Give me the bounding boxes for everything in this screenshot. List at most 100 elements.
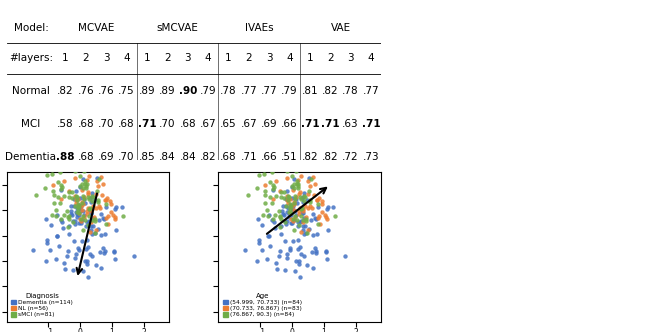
Point xyxy=(293,262,304,267)
Point xyxy=(86,220,96,225)
Point xyxy=(289,214,300,219)
Point xyxy=(56,217,66,223)
Point xyxy=(292,163,302,168)
Point xyxy=(74,210,84,216)
Point xyxy=(302,262,313,268)
Point xyxy=(289,185,300,191)
Point xyxy=(281,221,292,226)
Point xyxy=(95,206,106,211)
Point xyxy=(284,246,295,251)
Text: Model:: Model: xyxy=(13,23,48,33)
Text: 2: 2 xyxy=(327,53,333,63)
Point xyxy=(296,207,307,212)
Point xyxy=(285,212,296,217)
Point xyxy=(76,218,86,223)
Point xyxy=(285,203,296,208)
Point xyxy=(50,257,61,262)
Point xyxy=(288,218,298,223)
Point xyxy=(300,214,311,219)
Point xyxy=(111,205,121,210)
Point xyxy=(340,254,351,259)
Point xyxy=(88,203,98,208)
Point xyxy=(306,249,317,255)
Point xyxy=(79,194,90,200)
Point xyxy=(289,202,300,207)
Point xyxy=(282,210,293,215)
Text: .77: .77 xyxy=(363,86,379,96)
Point xyxy=(318,153,329,159)
Point xyxy=(288,201,299,206)
Point xyxy=(70,193,81,198)
Point xyxy=(67,189,78,194)
Text: .82: .82 xyxy=(57,86,74,96)
Point xyxy=(78,185,88,191)
Point xyxy=(70,221,80,226)
Point xyxy=(296,213,306,219)
Point xyxy=(66,212,76,217)
Point xyxy=(81,185,91,191)
Point xyxy=(86,210,96,215)
Point xyxy=(278,212,289,218)
Point xyxy=(284,204,295,209)
Point xyxy=(285,213,296,218)
Point xyxy=(305,197,316,202)
Point xyxy=(293,237,304,242)
Text: 4: 4 xyxy=(286,53,293,63)
Point xyxy=(85,207,95,212)
Text: VAE: VAE xyxy=(330,23,351,33)
Point xyxy=(267,217,278,223)
Point xyxy=(268,187,278,192)
Point xyxy=(285,210,296,216)
Point xyxy=(63,189,74,194)
Point xyxy=(76,203,86,208)
Point xyxy=(271,266,282,272)
Point xyxy=(286,208,297,213)
Point xyxy=(281,203,292,208)
Point xyxy=(298,198,309,204)
Point xyxy=(84,251,95,257)
Point xyxy=(52,180,63,185)
Point xyxy=(317,199,328,204)
Point xyxy=(243,192,253,198)
Point xyxy=(74,220,84,226)
Text: .76: .76 xyxy=(98,86,115,96)
Point xyxy=(86,209,97,214)
Point xyxy=(48,200,59,206)
Text: sMCVAE: sMCVAE xyxy=(156,23,198,33)
Text: .82: .82 xyxy=(322,152,339,162)
Point xyxy=(75,221,86,226)
Point xyxy=(81,246,91,251)
Point xyxy=(298,220,308,225)
Point xyxy=(260,182,271,188)
Text: Dementia: Dementia xyxy=(5,152,56,162)
Point xyxy=(298,194,309,199)
Point xyxy=(107,153,117,159)
Text: .72: .72 xyxy=(342,152,359,162)
Text: .69: .69 xyxy=(98,152,115,162)
Point xyxy=(310,216,321,221)
Text: .65: .65 xyxy=(220,119,237,129)
Point xyxy=(252,258,263,264)
Point xyxy=(239,248,250,253)
Point xyxy=(77,207,88,212)
Point xyxy=(75,173,86,179)
Point xyxy=(110,207,121,212)
Text: 2: 2 xyxy=(245,53,252,63)
Point xyxy=(262,257,272,262)
Point xyxy=(317,202,328,207)
Point xyxy=(262,213,272,218)
Point xyxy=(63,224,74,230)
Point xyxy=(291,197,302,202)
Point xyxy=(78,214,88,219)
Text: Normal: Normal xyxy=(12,86,50,96)
Point xyxy=(68,219,79,224)
Point xyxy=(100,232,111,237)
Point xyxy=(298,210,308,216)
Point xyxy=(294,208,304,213)
Point xyxy=(308,232,318,238)
Text: 4: 4 xyxy=(368,53,375,63)
Point xyxy=(304,189,314,194)
Point xyxy=(315,222,326,227)
Point xyxy=(82,258,92,263)
Point xyxy=(91,205,101,210)
